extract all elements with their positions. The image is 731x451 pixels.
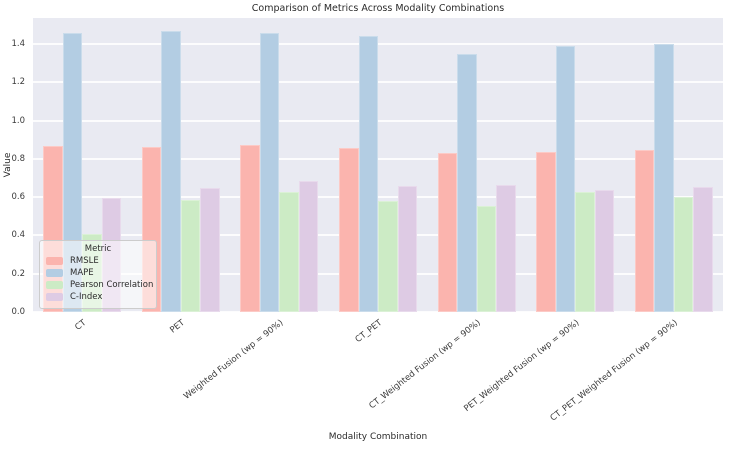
gridline-1.2 bbox=[33, 81, 723, 84]
y-tick-label-0.8: 0.8 bbox=[11, 153, 25, 164]
bar-mape-5 bbox=[555, 45, 576, 312]
bar-pearson-correlation-5 bbox=[575, 192, 595, 312]
legend-entry-label-1: MAPE bbox=[70, 268, 94, 278]
legend: Metric RMSLE MAPE Pearson Correlation C-Ind… bbox=[39, 240, 157, 309]
legend-entry-label-2: Pearson Correlation bbox=[70, 280, 154, 290]
bar-rmsle-3 bbox=[339, 148, 359, 312]
legend-swatch-1 bbox=[46, 269, 63, 277]
bar-mape-1 bbox=[161, 30, 181, 312]
gridline-0.6 bbox=[33, 196, 723, 199]
bar-c-index-2 bbox=[298, 180, 319, 312]
x-tick-label-2: Weighted Fusion (wp = 90%) bbox=[182, 318, 286, 402]
bar-pearson-correlation-3 bbox=[378, 200, 398, 312]
bar-mape-6 bbox=[654, 44, 674, 312]
y-tick-label-0.2: 0.2 bbox=[11, 268, 25, 279]
bar-c-index-1 bbox=[200, 187, 220, 312]
bar-rmsle-2 bbox=[240, 145, 260, 312]
legend-entry-label-0: RMSLE bbox=[70, 256, 99, 266]
legend-entry-3: C-Index bbox=[46, 292, 150, 302]
bar-pearson-correlation-6 bbox=[673, 197, 694, 312]
chart-title: Comparison of Metrics Across Modality Co… bbox=[251, 3, 505, 14]
gridline-1.0 bbox=[33, 119, 723, 122]
y-tick-label-1.4: 1.4 bbox=[11, 39, 25, 50]
bar-mape-4 bbox=[457, 53, 477, 312]
y-tick-label-0.4: 0.4 bbox=[11, 230, 25, 241]
bar-mape-3 bbox=[358, 36, 378, 312]
bar-rmsle-6 bbox=[634, 150, 655, 312]
legend-swatch-3 bbox=[46, 293, 63, 301]
bar-pearson-correlation-2 bbox=[279, 192, 299, 312]
x-tick-label-4: CT_Weighted Fusion (wp = 90%) bbox=[367, 318, 483, 412]
legend-swatch-0 bbox=[46, 257, 63, 265]
bar-c-index-6 bbox=[693, 186, 713, 312]
bar-mape-2 bbox=[259, 32, 280, 312]
y-tick-label-1.2: 1.2 bbox=[11, 77, 25, 88]
bar-pearson-correlation-1 bbox=[180, 200, 201, 312]
y-tick-label-1.0: 1.0 bbox=[11, 115, 25, 126]
legend-entry-label-3: C-Index bbox=[70, 292, 103, 302]
legend-entry-1: MAPE bbox=[46, 268, 150, 278]
x-axis-label: Modality Combination bbox=[328, 432, 428, 442]
legend-entry-0: RMSLE bbox=[46, 256, 150, 266]
legend-entry-2: Pearson Correlation bbox=[46, 280, 154, 290]
plot-area: CT PET Weighted Fusion (wp = 90%) CT_PET CT_… bbox=[11, 18, 723, 423]
gridline-0.8 bbox=[33, 157, 723, 160]
bar-pearson-correlation-4 bbox=[476, 205, 497, 312]
bar-rmsle-5 bbox=[536, 152, 556, 312]
x-tick-label-3: CT_PET bbox=[353, 318, 385, 346]
y-tick-label-0.0: 0.0 bbox=[11, 307, 25, 317]
bar-rmsle-4 bbox=[437, 153, 458, 312]
legend-entries: RMSLE MAPE Pearson Correlation C-Index bbox=[46, 256, 154, 302]
gridline-1.4 bbox=[33, 43, 723, 46]
bar-c-index-4 bbox=[496, 184, 516, 312]
y-tick-label-0.6: 0.6 bbox=[11, 192, 25, 203]
x-tick-label-5: PET_Weighted Fusion (wp = 90%) bbox=[462, 318, 582, 415]
bar-c-index-3 bbox=[397, 185, 417, 312]
x-tick-label-1: PET bbox=[168, 318, 188, 336]
legend-swatch-2 bbox=[46, 281, 63, 289]
legend-title: Metric bbox=[84, 244, 112, 254]
gridline-0.0 bbox=[33, 311, 723, 313]
bar-c-index-5 bbox=[594, 190, 615, 312]
x-tick-label-0: CT bbox=[73, 318, 89, 333]
